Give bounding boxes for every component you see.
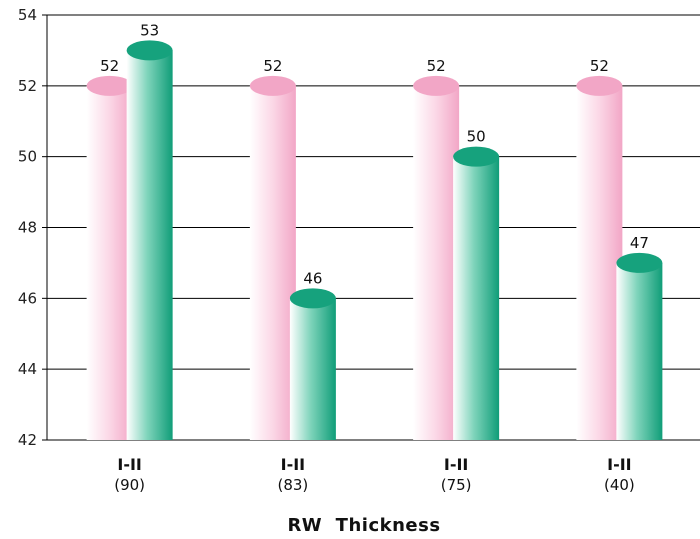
category-sublabel-0: (90)	[114, 476, 145, 494]
bar-body-1-0	[249, 85, 296, 440]
y-tick-label-5: 52	[18, 77, 37, 95]
bar-0-0	[86, 75, 133, 440]
bar-body-3-1	[616, 262, 663, 440]
bar-body-2-1	[453, 156, 500, 440]
data-label-2-1: 50	[467, 128, 486, 146]
category-labels: I-II (90) I-II (83) I-II (75) I-II (40)	[114, 455, 635, 494]
bar-body-1-1	[289, 298, 336, 440]
category-label-1: I-II	[281, 455, 306, 474]
bar-cap-2-0	[413, 75, 460, 96]
bar-cap-0-0	[86, 75, 133, 96]
y-tick-label-6: 54	[18, 6, 37, 24]
bar-cap-0-1	[126, 40, 173, 61]
y-tick-label-1: 44	[18, 360, 37, 378]
data-label-0-0: 52	[100, 57, 119, 75]
category-label-0: I-II	[117, 455, 142, 474]
category-sublabel-3: (40)	[604, 476, 635, 494]
data-label-0-1: 53	[140, 21, 159, 39]
bar-0-1	[126, 40, 173, 441]
bar-cap-1-1	[289, 288, 336, 309]
bar-1-0	[249, 75, 296, 440]
bar-2-0	[413, 75, 460, 440]
bar-3-0	[576, 75, 623, 440]
bar-1-1	[289, 288, 336, 440]
data-label-1-1: 46	[303, 269, 322, 287]
bar-body-0-0	[86, 85, 133, 440]
data-labels: 52 53 52 46 52 50 52 47	[100, 21, 649, 287]
category-label-3: I-II	[607, 455, 632, 474]
y-tick-label-3: 48	[18, 219, 37, 237]
data-label-3-1: 47	[630, 234, 649, 252]
bar-body-2-0	[413, 85, 460, 440]
bar-cap-3-1	[616, 252, 663, 273]
y-tick-labels: 42 44 46 48 50 52 54	[18, 6, 37, 449]
category-sublabel-2: (75)	[441, 476, 472, 494]
category-label-2: I-II	[444, 455, 469, 474]
bar-3-1	[616, 252, 663, 440]
y-tick-label-0: 42	[18, 431, 37, 449]
data-label-2-0: 52	[427, 57, 446, 75]
bars	[86, 40, 663, 441]
bar-cap-3-0	[576, 75, 623, 96]
bar-cap-1-0	[249, 75, 296, 96]
x-axis-title: RW Thickness	[287, 515, 440, 536]
bar-cap-2-1	[453, 146, 500, 167]
data-label-3-0: 52	[590, 57, 609, 75]
bar-body-0-1	[126, 50, 173, 441]
y-tick-label-2: 46	[18, 289, 37, 307]
category-sublabel-1: (83)	[277, 476, 308, 494]
y-tick-label-4: 50	[18, 148, 37, 166]
bar-2-1	[453, 146, 500, 440]
data-label-1-0: 52	[263, 57, 282, 75]
bar-body-3-0	[576, 85, 623, 440]
